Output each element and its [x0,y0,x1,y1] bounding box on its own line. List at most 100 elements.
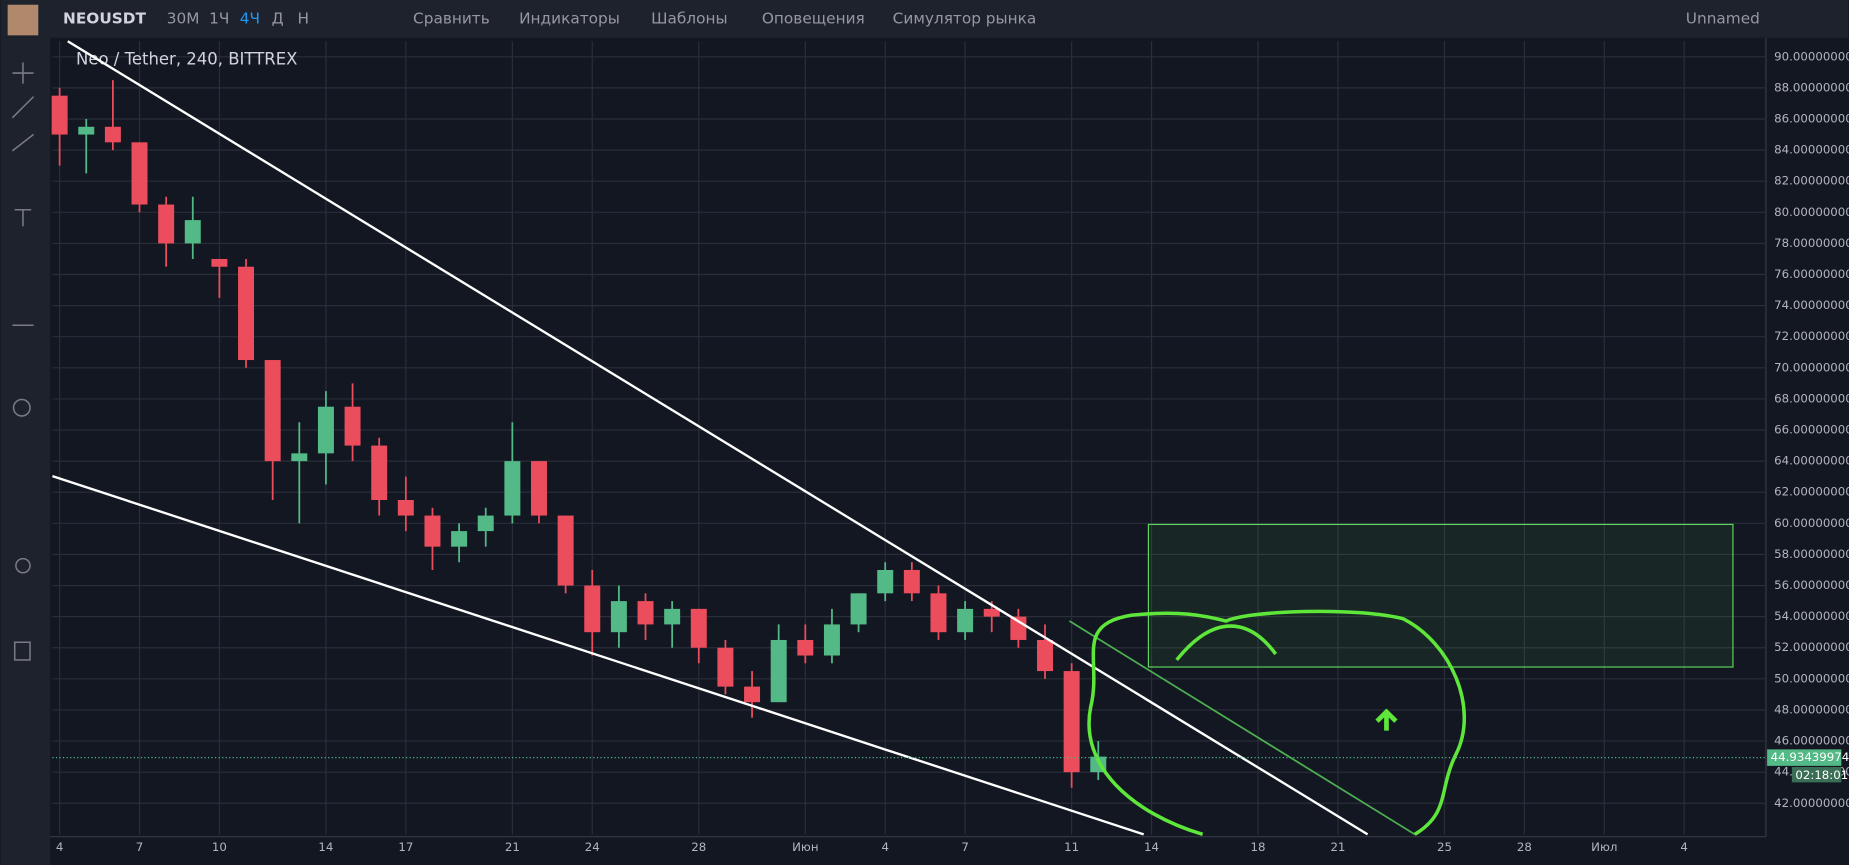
candle-body [291,453,308,462]
x-tick-label: Июн [792,840,818,854]
avatar[interactable] [7,4,39,36]
candle-body [238,266,255,361]
y-tick-label: 54.00000000 [1774,609,1849,623]
y-tick-label: 58.00000000 [1774,547,1849,561]
interval[interactable]: Н [298,9,310,27]
x-tick-label: 24 [585,840,600,854]
candle-body [664,608,681,625]
y-tick-label: 66.00000000 [1774,423,1849,437]
candle-body [397,500,414,516]
left-toolbar [0,37,51,865]
candle-body [584,585,601,633]
axes: 42.0000000044.0000000046.0000000048.0000… [52,49,1849,854]
candle-body [317,406,334,454]
candle-body [344,406,361,446]
candle-body [1037,639,1053,672]
y-tick-label: 84.00000000 [1774,143,1849,157]
candle-body [690,608,707,648]
candle-body [264,360,281,462]
x-tick-label: 4 [1680,840,1688,854]
y-tick-label: 50.00000000 [1774,671,1849,685]
x-tick-label: 7 [961,840,969,854]
candle-body [877,569,894,594]
x-tick-label: 10 [212,840,227,854]
y-tick-label: 76.00000000 [1774,267,1849,281]
candle-body [637,601,654,625]
candle-body [104,126,121,143]
candle-body [371,445,388,501]
candle-body [797,639,814,656]
countdown-tag [1791,767,1842,783]
x-tick-label: 25 [1437,840,1452,854]
x-tick-label: 28 [691,840,706,854]
candle-body [770,639,787,703]
chart-title: Neo / Tether, 240, BITTREX [76,50,297,69]
y-tick-label: 60.00000000 [1774,516,1849,530]
x-tick-label: 18 [1251,840,1266,854]
candle-body [131,142,148,205]
x-tick-label: 4 [881,840,888,854]
y-tick-label: 56.00000000 [1774,578,1849,592]
templates-button[interactable]: Шаблоны [651,9,727,27]
y-tick-label: 46.00000000 [1774,734,1849,748]
x-tick-label: 17 [398,840,413,854]
indicators-button[interactable]: Индикаторы [519,9,620,27]
y-tick-label: 78.00000000 [1774,236,1849,250]
candle-body [850,593,867,625]
candle-body [451,531,468,547]
y-tick-label: 86.00000000 [1774,112,1849,126]
candle-body [903,569,920,594]
candle-body [211,258,228,267]
candle-body [744,686,761,703]
grid [52,41,1766,835]
x-tick-label: 4 [56,840,64,854]
countdown-label: 02:18:01 [1795,768,1848,782]
candle-body [983,608,1000,617]
candle-body [557,515,574,586]
y-tick-label: 82.00000000 [1774,174,1849,188]
candle-body [504,461,521,516]
candle-body [610,601,627,633]
top-toolbar [0,0,1849,38]
y-tick-label: 90.00000000 [1774,49,1849,63]
last-price-label: 44.93439974 [1771,750,1849,764]
alerts-button[interactable]: Оповещения [762,9,865,27]
candle-body [717,647,734,687]
y-tick-label: 52.00000000 [1774,640,1849,654]
y-tick-label: 64.00000000 [1774,454,1849,468]
drawings [52,40,1734,837]
y-tick-label: 74.00000000 [1774,298,1849,312]
candle-body [78,126,95,135]
y-tick-label: 68.00000000 [1774,391,1849,405]
candle-body [158,204,175,244]
replay-button[interactable]: Симулятор рынка [893,9,1037,27]
x-tick-label: 7 [136,840,144,854]
x-tick-label: 21 [505,840,520,854]
interval[interactable]: 30М [167,9,200,27]
layout-name[interactable]: Unnamed [1686,9,1760,27]
x-tick-label: 14 [1144,840,1159,854]
candle-body [477,515,494,532]
y-tick-label: 62.00000000 [1774,485,1849,499]
candle-body [51,95,68,135]
x-tick-label: 21 [1330,840,1345,854]
tool-icons [11,62,35,661]
x-tick-label: 28 [1517,840,1532,854]
x-tick-label: 11 [1064,840,1079,854]
candle-body [424,515,441,547]
compare-button[interactable]: Сравнить [413,9,490,27]
interval[interactable]: Д [272,9,284,27]
x-tick-label: 14 [318,840,333,854]
y-tick-label: 48.00000000 [1774,702,1849,716]
interval[interactable]: 1Ч [209,9,229,27]
symbol[interactable]: NEOUSDT [63,9,146,27]
y-tick-label: 88.00000000 [1774,80,1849,94]
last-price-tag [1767,749,1842,766]
candle-body [957,608,974,633]
y-tick-label: 42.00000000 [1774,796,1849,810]
interval-active[interactable]: 4Ч [240,9,260,27]
y-tick-label: 72.00000000 [1774,329,1849,343]
